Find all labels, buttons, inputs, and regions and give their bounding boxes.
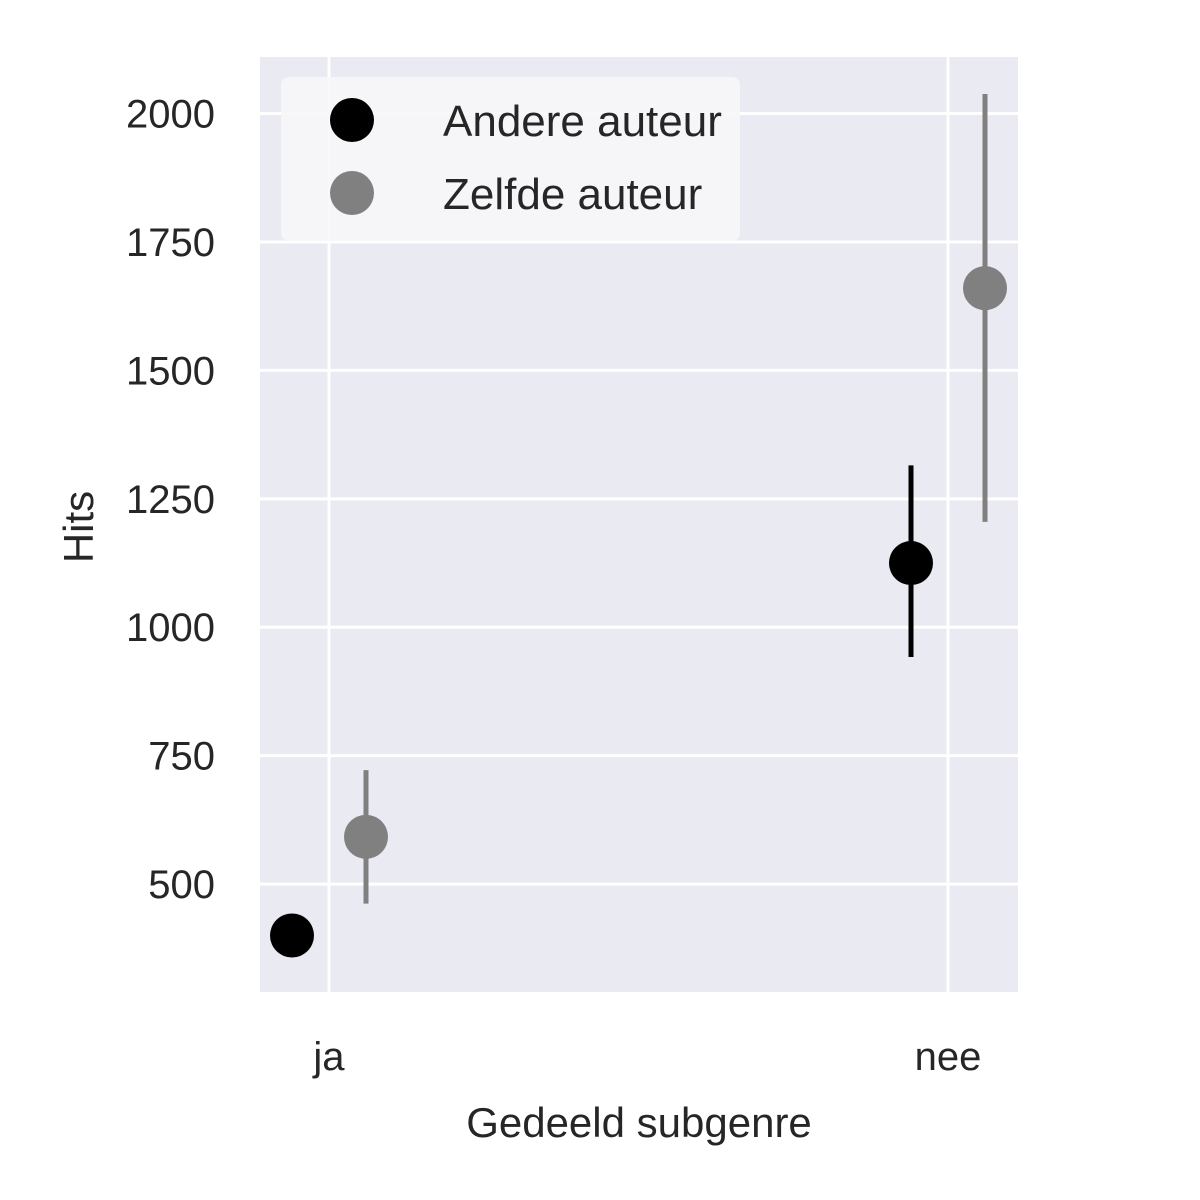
y-tick-label-750: 750 [148, 735, 215, 779]
legend-marker-andere-auteur [330, 98, 374, 142]
y-tick-label-1000: 1000 [126, 606, 215, 650]
x-tick-label-nee: nee [915, 1035, 982, 1079]
y-tick-label-500: 500 [148, 863, 215, 907]
y-tick-label-2000: 2000 [126, 93, 215, 137]
legend-label-zelfde-auteur: Zelfde auteur [443, 170, 702, 219]
point-andere-auteur-nee [889, 541, 933, 586]
y-tick-labels: 500 750 1000 1250 1500 1750 2000 [126, 93, 215, 908]
legend-label-andere-auteur: Andere auteur [443, 97, 722, 146]
x-tick-label-ja: ja [312, 1035, 345, 1079]
x-tick-labels: ja nee [312, 1035, 981, 1079]
y-tick-label-1500: 1500 [126, 349, 215, 393]
legend-marker-zelfde-auteur [330, 171, 374, 215]
point-zelfde-auteur-nee [963, 266, 1007, 311]
y-tick-label-1250: 1250 [126, 478, 215, 522]
legend-box [281, 77, 740, 241]
data-points [270, 266, 1007, 958]
point-zelfde-auteur-ja [344, 814, 388, 859]
x-axis-label: Gedeeld subgenre [466, 1099, 812, 1146]
y-tick-label-1750: 1750 [126, 221, 215, 265]
legend: Andere auteur Zelfde auteur [281, 77, 740, 241]
y-axis-label: Hits [55, 491, 102, 563]
point-andere-auteur-ja [270, 913, 314, 958]
